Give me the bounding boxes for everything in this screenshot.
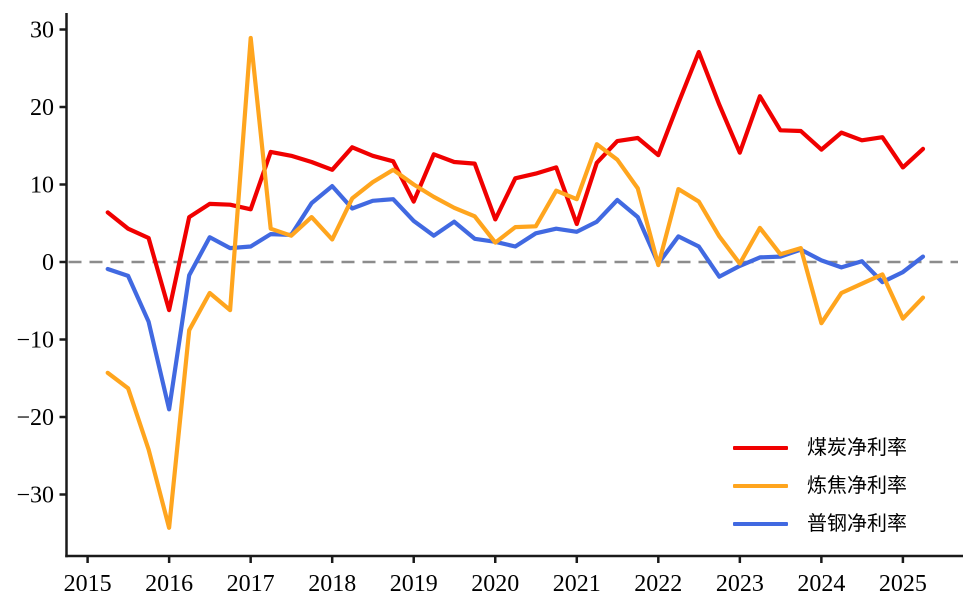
legend-swatch-steel-icon <box>733 522 788 526</box>
x-tick-label-2023: 2023 <box>716 571 764 597</box>
legend: 煤炭净利率 炼焦净利率 普钢净利率 <box>733 429 907 543</box>
legend-label-coal: 煤炭净利率 <box>807 437 907 459</box>
y-tick-label--20: −20 <box>16 405 54 431</box>
y-tick-label-10: 10 <box>30 173 54 199</box>
legend-swatch-coal-icon <box>733 446 788 450</box>
y-tick-label--10: −10 <box>16 328 54 354</box>
y-tick-label-0: 0 <box>42 250 54 276</box>
series-line-coking <box>105 35 926 530</box>
x-tick-label-2024: 2024 <box>797 571 845 597</box>
x-tick-label-2025: 2025 <box>879 571 927 597</box>
x-tick-label-2017: 2017 <box>227 571 275 597</box>
legend-label-steel: 普钢净利率 <box>807 513 907 535</box>
legend-item-coal: 煤炭净利率 <box>733 429 907 467</box>
legend-item-steel: 普钢净利率 <box>733 505 907 543</box>
axes: 2015 2016 2017 2018 2019 2020 2021 2022 2023 2024… <box>16 13 963 597</box>
x-tick-label-2015: 2015 <box>64 571 112 597</box>
y-tick-label-20: 20 <box>30 95 54 121</box>
y-tick-label--30: −30 <box>16 483 54 509</box>
x-tick-label-2016: 2016 <box>145 571 193 597</box>
x-tick-label-2022: 2022 <box>634 571 682 597</box>
y-tick-label-30: 30 <box>30 18 54 44</box>
legend-item-coking: 炼焦净利率 <box>733 467 907 505</box>
x-tick-label-2018: 2018 <box>308 571 356 597</box>
series-line-coal <box>105 49 926 313</box>
x-tick-label-2020: 2020 <box>471 571 519 597</box>
x-tick-label-2019: 2019 <box>390 571 438 597</box>
legend-label-coking: 炼焦净利率 <box>807 475 907 497</box>
legend-swatch-coking-icon <box>733 484 788 488</box>
x-tick-label-2021: 2021 <box>553 571 601 597</box>
